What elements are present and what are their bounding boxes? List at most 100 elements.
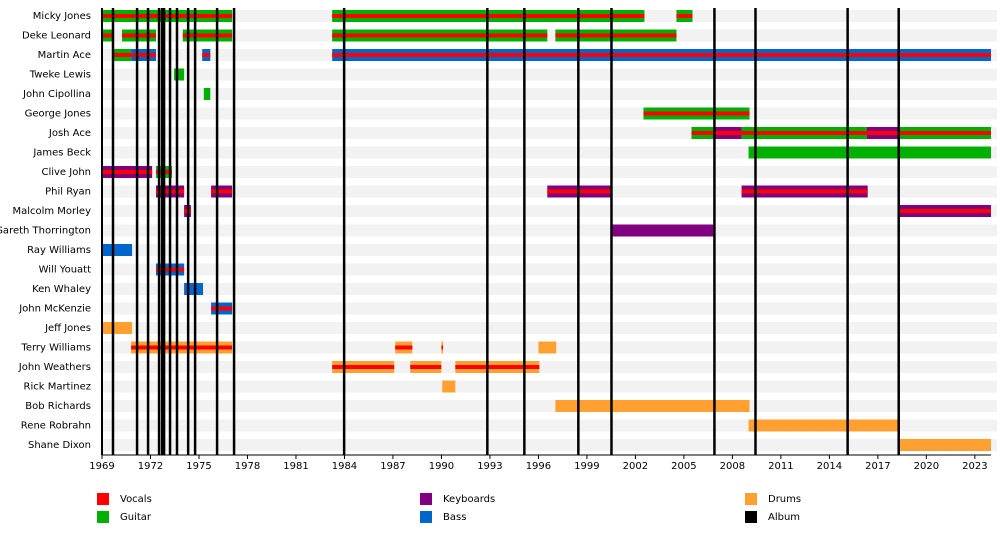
legend-swatch [97,511,109,523]
member-span [442,380,456,393]
member-span [611,224,715,237]
member-span [102,322,133,334]
x-tick-label: 2011 [768,461,793,472]
member-span [174,68,185,81]
x-tick-label: 2017 [865,461,890,472]
span-stripe [395,345,413,350]
x-tick-label: 2002 [623,461,648,472]
row-band [102,166,997,178]
x-tick-label: 2005 [671,461,696,472]
x-tick-label: 1978 [235,461,260,472]
span-stripe [211,189,233,194]
span-stripe [332,365,395,369]
x-tick-label: 1969 [89,461,114,472]
member-name: Deke Leonard [22,31,91,42]
member-name: Josh Ace [48,128,91,139]
row-band [102,205,997,217]
member-name: Micky Jones [33,11,91,22]
member-name: Terry Williams [20,343,91,354]
legend-swatch [97,493,109,505]
member-span [898,439,991,451]
span-stripe [741,189,868,194]
span-stripe [202,53,211,57]
member-name: Clive John [41,167,91,178]
span-stripe [112,53,132,57]
member-name: John McKenzie [18,304,91,315]
legend-swatch [745,511,757,523]
member-name: John Weathers [18,362,91,373]
row-band [102,68,997,81]
member-name: Will Youatt [39,265,91,276]
span-stripe [102,14,233,18]
x-tick-label: 1981 [283,461,308,472]
legend-label: Drums [768,494,801,505]
x-tick-label: 1972 [138,461,163,472]
row-band [102,361,997,373]
x-tick-label: 1993 [477,461,502,472]
span-stripe [741,131,867,135]
member-name: Ray Williams [27,245,91,256]
x-tick-label: 1990 [429,461,454,472]
member-span [748,146,991,159]
span-stripe [691,131,714,135]
legend-swatch [420,511,432,523]
span-stripe [102,33,114,38]
span-stripe [455,365,540,369]
legend-label: Bass [443,512,466,523]
member-name: Ken Whaley [32,284,91,295]
row-band [102,322,997,334]
span-stripe [441,345,444,350]
member-name: George Jones [25,109,91,120]
member-name: John Cipollina [22,89,91,100]
member-name: Rene Robrahn [21,421,91,432]
span-stripe [332,53,992,57]
member-name: Jeff Jones [44,323,91,334]
member-name: James Beck [32,148,91,159]
x-tick-label: 1999 [574,461,599,472]
span-stripe [211,306,233,311]
row-band [102,88,997,100]
member-name: Phil Ryan [45,187,91,198]
member-name: Bob Richards [25,401,91,412]
member-span [555,400,750,412]
row-band [102,380,997,393]
x-tick-label: 1984 [332,461,357,472]
span-stripe [182,33,233,38]
span-stripe [555,33,677,38]
member-name: Rick Martinez [24,382,92,393]
x-tick-label: 2023 [962,461,987,472]
span-stripe [122,33,156,38]
member-name: Malcolm Morley [12,206,91,217]
legend-swatch [745,493,757,505]
legend-label: Keyboards [443,494,495,505]
legend-label: Album [768,512,800,523]
span-stripe [410,365,442,369]
row-band [102,263,997,276]
x-tick-label: 1975 [186,461,211,472]
span-stripe [332,33,548,38]
member-span [748,419,900,432]
span-stripe [899,209,991,213]
row-band [102,107,997,120]
x-tick-label: 1996 [526,461,551,472]
x-tick-label: 2020 [914,461,939,472]
row-band [102,283,997,295]
legend-label: Guitar [120,512,152,523]
row-band [102,439,997,451]
span-stripe [643,111,750,116]
member-span [538,341,557,354]
x-tick-label: 2008 [720,461,745,472]
row-band [102,244,997,256]
row-band [102,302,997,315]
member-name: Gareth Thorrington [0,226,91,237]
span-stripe [102,170,153,174]
span-stripe [676,14,693,18]
member-span [102,244,133,256]
span-stripe [131,53,156,57]
span-stripe [899,131,991,135]
member-name: Shane Dixon [28,440,91,451]
member-span [203,88,211,100]
legend-label: Vocals [120,494,152,505]
span-stripe [713,131,742,135]
